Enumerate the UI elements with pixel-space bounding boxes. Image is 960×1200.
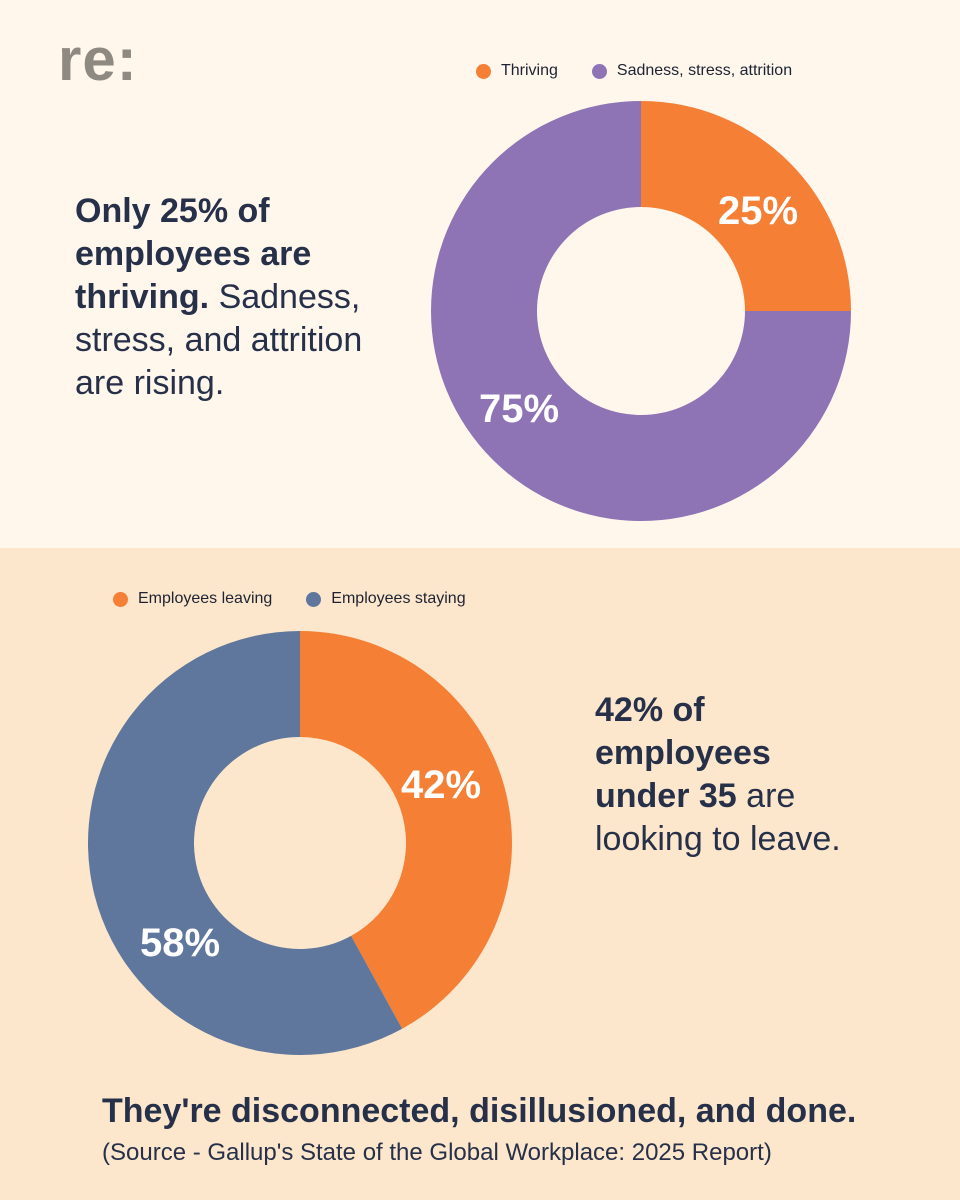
donut-chart-leaving: 42% 58% bbox=[88, 631, 512, 1055]
slice-sadness-stress-attrition bbox=[431, 101, 851, 521]
slice-label-sadness-stress-attrition: 75% bbox=[479, 387, 559, 431]
legend-top: Thriving Sadness, stress, attrition bbox=[476, 62, 826, 80]
bottom-statement: 42% of employees under 35 are looking to… bbox=[595, 689, 865, 861]
bottom-statement-bold: 42% of employees under 35 bbox=[595, 691, 771, 815]
legend-swatch-thriving bbox=[476, 63, 491, 79]
closing-headline: They're disconnected, disillusioned, and… bbox=[102, 1092, 857, 1130]
legend-item-sadness: Sadness, stress, attrition bbox=[591, 62, 793, 80]
brand-logo: re: bbox=[58, 26, 138, 93]
legend-bottom: Employees leaving Employees staying bbox=[113, 590, 500, 608]
legend-item-leaving: Employees leaving bbox=[113, 590, 272, 608]
top-statement-bold: Only 25% of employees are thriving. bbox=[75, 192, 312, 316]
legend-swatch-staying bbox=[306, 591, 322, 607]
legend-item-thriving: Thriving bbox=[476, 62, 558, 80]
slice-thriving bbox=[641, 101, 851, 311]
legend-label-staying: Employees staying bbox=[331, 590, 466, 607]
legend-swatch-sadness bbox=[591, 63, 607, 79]
slice-label-employees-leaving: 42% bbox=[401, 763, 481, 807]
donut-chart-thriving: 25% 75% bbox=[431, 101, 851, 521]
top-statement-plain: Sadness, stress, and attrition are risin… bbox=[75, 278, 363, 402]
legend-label-sadness: Sadness, stress, attrition bbox=[616, 62, 793, 79]
slice-employees-staying bbox=[88, 631, 403, 1055]
legend-swatch-leaving bbox=[113, 591, 128, 607]
slice-employees-leaving bbox=[300, 631, 512, 1029]
bottom-statement-plain: are looking to leave. bbox=[595, 777, 841, 858]
top-statement: Only 25% of employees are thriving. Sadn… bbox=[75, 190, 375, 405]
legend-item-staying: Employees staying bbox=[306, 590, 466, 608]
slice-label-thriving: 25% bbox=[718, 189, 798, 233]
legend-label-leaving: Employees leaving bbox=[138, 590, 273, 607]
source-citation: (Source - Gallup's State of the Global W… bbox=[102, 1139, 772, 1166]
slice-label-employees-staying: 58% bbox=[140, 921, 220, 965]
legend-label-thriving: Thriving bbox=[501, 62, 558, 79]
